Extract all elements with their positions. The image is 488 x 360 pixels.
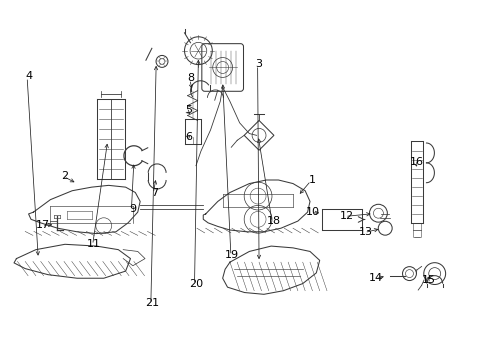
Text: 10: 10 (305, 207, 319, 217)
Text: 18: 18 (266, 216, 280, 226)
Text: 1: 1 (308, 175, 315, 185)
Text: 9: 9 (129, 203, 136, 213)
Text: 14: 14 (367, 273, 382, 283)
Text: 4: 4 (25, 71, 32, 81)
Text: 16: 16 (409, 157, 423, 167)
Text: 17: 17 (36, 220, 50, 230)
Text: 2: 2 (61, 171, 68, 181)
Text: 20: 20 (188, 279, 203, 289)
Text: 21: 21 (145, 298, 159, 308)
Text: 11: 11 (87, 239, 101, 249)
Text: 3: 3 (255, 59, 262, 69)
Text: 13: 13 (358, 227, 372, 237)
Text: 8: 8 (187, 73, 194, 83)
Text: 12: 12 (339, 211, 353, 221)
Text: 5: 5 (185, 105, 192, 115)
Text: 7: 7 (151, 188, 158, 198)
Text: 6: 6 (185, 132, 192, 142)
Text: 15: 15 (421, 275, 435, 285)
Text: 19: 19 (225, 250, 239, 260)
